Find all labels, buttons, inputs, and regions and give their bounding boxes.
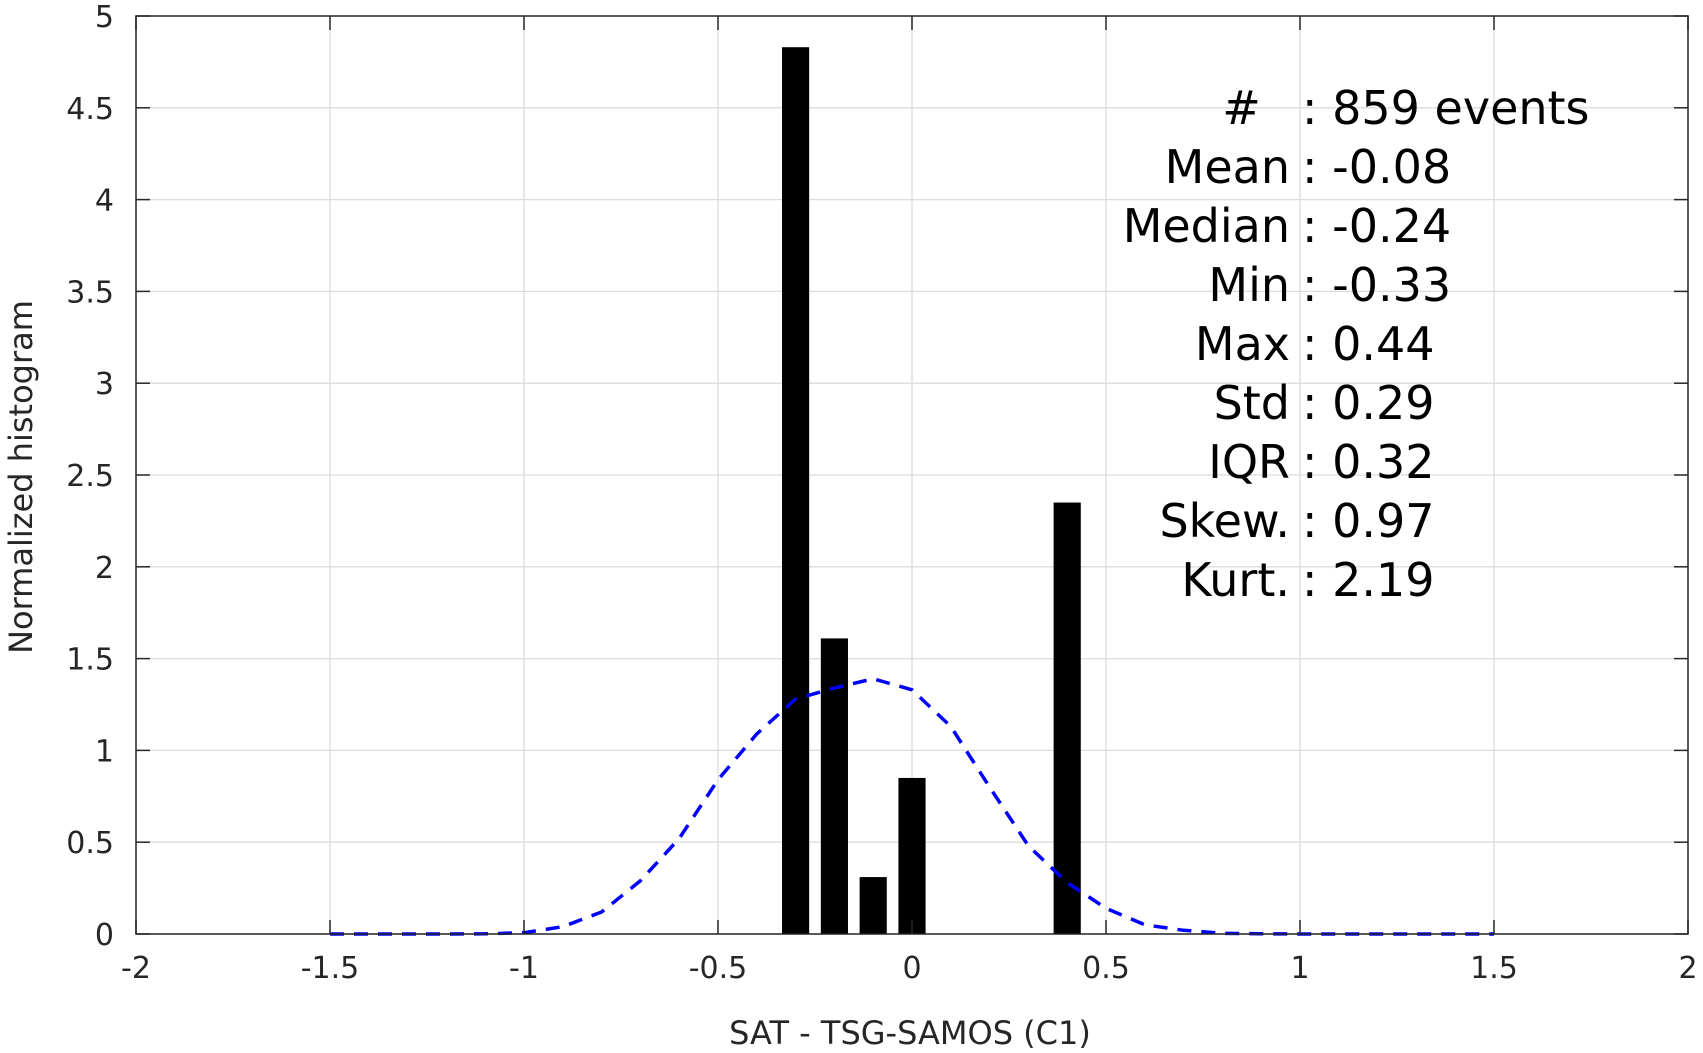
stat-value: : -0.08 bbox=[1302, 140, 1451, 194]
stat-label: Mean bbox=[1165, 140, 1290, 194]
x-tick-label: 0 bbox=[902, 951, 921, 986]
grid-layer bbox=[135, 15, 1689, 935]
stat-value: : 2.19 bbox=[1302, 553, 1435, 607]
y-tick-label: 4.5 bbox=[66, 92, 114, 127]
stat-value: : 859 events bbox=[1302, 81, 1590, 135]
y-axis-title: Normalized histogram bbox=[2, 300, 40, 654]
stat-label: Std bbox=[1214, 376, 1290, 430]
histogram-bar bbox=[859, 877, 887, 934]
stat-value: : 0.29 bbox=[1302, 376, 1435, 430]
y-tick-label: 1.5 bbox=[66, 643, 114, 678]
stat-value: : -0.24 bbox=[1302, 199, 1451, 253]
y-tick-label: 1 bbox=[95, 734, 114, 769]
histogram-bar bbox=[1053, 502, 1081, 934]
histogram-bar bbox=[820, 638, 848, 934]
y-tick-label: 2.5 bbox=[66, 459, 114, 494]
x-tick-label: 2 bbox=[1678, 951, 1697, 986]
tick-label-layer: -2 -1.5 -1 -0.5 0 0.5 1 1.5 2 0 0.5 1 1.5 2 2.5 3 3.5 4 4.… bbox=[66, 0, 1697, 986]
stat-value: : 0.32 bbox=[1302, 435, 1435, 489]
y-tick-label: 2 bbox=[95, 551, 114, 586]
x-tick-label: 1 bbox=[1290, 951, 1309, 986]
stat-label: # bbox=[1222, 81, 1290, 135]
y-tick-label: 5 bbox=[95, 0, 114, 35]
y-tick-label: 0.5 bbox=[66, 826, 114, 861]
stat-label: IQR bbox=[1208, 435, 1290, 489]
stat-label: Skew. bbox=[1159, 494, 1290, 548]
bar-layer bbox=[782, 47, 1081, 935]
x-tick-label: -1.5 bbox=[301, 951, 360, 986]
x-tick-label: -0.5 bbox=[689, 951, 748, 986]
x-axis-title: SAT - TSG-SAMOS (C1) bbox=[729, 1014, 1091, 1052]
stat-label: Kurt. bbox=[1181, 553, 1290, 607]
x-tick-label: -1 bbox=[509, 951, 539, 986]
histogram-bar bbox=[898, 777, 926, 934]
y-tick-label: 3 bbox=[95, 367, 114, 402]
stat-value: : 0.97 bbox=[1302, 494, 1435, 548]
axes-layer bbox=[135, 15, 1689, 935]
stat-label: Max bbox=[1195, 317, 1290, 371]
stat-label: Median bbox=[1123, 199, 1290, 253]
y-tick-label: 0 bbox=[95, 918, 114, 953]
y-tick-label: 3.5 bbox=[66, 275, 114, 310]
stat-label: Min bbox=[1208, 258, 1290, 312]
x-tick-label: 1.5 bbox=[1470, 951, 1518, 986]
y-tick-label: 4 bbox=[95, 184, 114, 219]
stat-value: : -0.33 bbox=[1302, 258, 1451, 312]
x-tick-label: -2 bbox=[121, 951, 151, 986]
histogram-bar bbox=[782, 47, 810, 935]
x-tick-label: 0.5 bbox=[1082, 951, 1130, 986]
stat-value: : 0.44 bbox=[1302, 317, 1435, 371]
